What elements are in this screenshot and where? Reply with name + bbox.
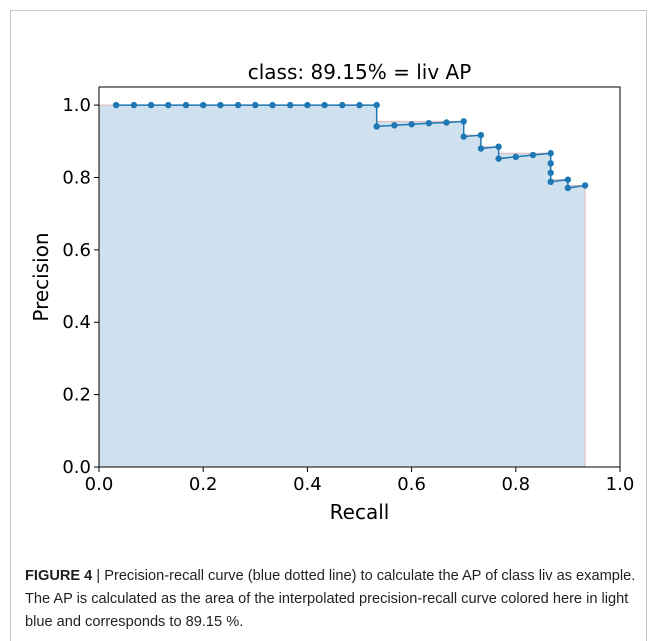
pr-point: [391, 122, 398, 129]
pr-point: [495, 155, 502, 162]
x-axis-label: Recall: [330, 500, 390, 524]
pr-point: [460, 118, 467, 125]
pr-point: [512, 153, 519, 161]
plot-border: [98, 86, 621, 468]
pr-point: [321, 101, 328, 109]
pr-point: [547, 160, 554, 167]
x-tick-label: 0.2: [189, 474, 218, 495]
pr-point: [529, 151, 537, 159]
y-tick-label: 0.0: [62, 457, 91, 478]
y-tick-label: 0.8: [62, 167, 91, 188]
pr-point: [460, 133, 467, 140]
pr-point: [182, 101, 190, 109]
y-tick-label: 0.4: [62, 312, 91, 333]
pr-point: [373, 123, 380, 130]
pr-point: [165, 101, 172, 109]
pr-point: [234, 101, 242, 109]
pr-point: [443, 119, 450, 126]
pr-point: [112, 101, 120, 109]
figure-label: FIGURE 4: [25, 568, 93, 584]
pr-point: [287, 101, 294, 109]
pr-point: [304, 101, 311, 109]
pr-point: [408, 121, 415, 128]
pr-point: [200, 101, 207, 109]
caption-separator: |: [92, 568, 105, 584]
y-tick-label: 0.2: [62, 385, 91, 406]
y-axis-label: Precision: [29, 232, 53, 321]
pr-point: [147, 101, 155, 109]
pr-point: [269, 101, 276, 109]
pr-point: [339, 101, 346, 109]
pr-point: [373, 101, 380, 109]
figure-caption: FIGURE 4 | Precision-recall curve (blue …: [25, 565, 640, 634]
pr-point: [356, 101, 363, 109]
x-tick-label: 0.8: [501, 474, 530, 495]
pr-point: [477, 131, 485, 139]
x-tick-label: 0.4: [293, 474, 322, 495]
pr-point: [564, 184, 572, 192]
x-tick-label: 0.6: [397, 474, 426, 495]
pr-point: [425, 119, 432, 127]
x-tick-label: 0.0: [85, 474, 114, 495]
y-tick-label: 1.0: [62, 95, 91, 116]
pr-point: [581, 182, 589, 189]
y-tick-label: 0.6: [62, 240, 91, 261]
chart-title: class: 89.15% = liv AP: [248, 60, 472, 84]
interpolated-area: [98, 104, 586, 468]
figure-frame: [10, 10, 647, 641]
pr-point: [495, 143, 502, 150]
pr-point: [547, 169, 554, 176]
precision-recall-chart: 0.0 0.2 0.4 0.6 0.8 1.0 0.0 0.2 0.4 0.6 0.8 1.0 cla…: [29, 60, 635, 524]
x-tick-label: 1.0: [606, 474, 635, 495]
pr-point: [547, 178, 554, 186]
pr-point: [564, 176, 572, 183]
pr-point: [547, 150, 554, 157]
caption-text: Precision-recall curve (blue dotted line…: [25, 568, 636, 630]
pr-point: [217, 101, 224, 109]
pr-point: [477, 145, 485, 152]
pr-point: [130, 101, 138, 109]
pr-point: [252, 101, 259, 109]
